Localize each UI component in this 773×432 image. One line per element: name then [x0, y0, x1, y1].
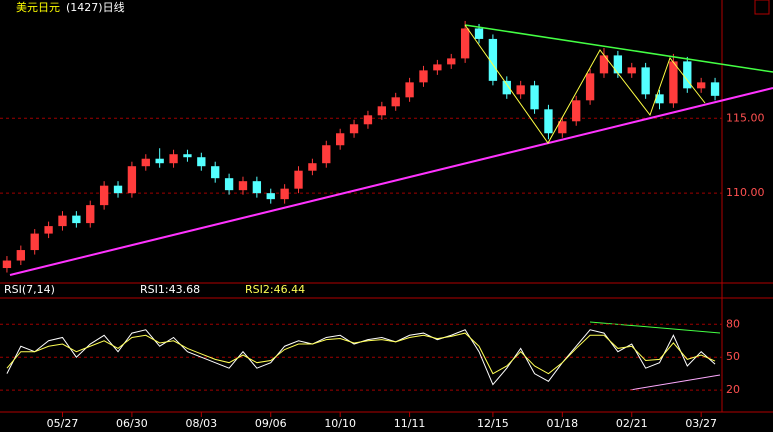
y-tick-label: 115.00 [726, 111, 765, 124]
rsi-line [6, 332, 716, 375]
candle-body [710, 82, 720, 96]
candle-body [683, 61, 692, 89]
trend-line [9, 87, 773, 276]
x-tick-label: 02/21 [616, 417, 648, 430]
candle-body [613, 55, 623, 74]
x-tick-label: 06/30 [116, 417, 148, 430]
indicator-label: RSI2:46.44 [245, 283, 305, 296]
candle-body [655, 94, 664, 104]
candle-body [44, 226, 53, 234]
candle-body [460, 28, 470, 59]
candle-body [516, 85, 525, 95]
candle-body [322, 145, 331, 164]
candle-body [419, 70, 428, 83]
corner-box [754, 0, 770, 15]
candle-body [474, 28, 484, 39]
candle-body [294, 170, 303, 189]
candle-body [86, 205, 95, 224]
candle-body [127, 166, 137, 194]
x-tick-label: 12/15 [477, 417, 509, 430]
trend-line [589, 321, 721, 334]
candle-body [169, 154, 178, 164]
candle-body [280, 188, 289, 200]
candle-body [2, 260, 12, 269]
candle-body [585, 73, 595, 101]
candle-body [697, 82, 706, 89]
candle-body [238, 181, 248, 191]
indicator-label: RSI(7,14) [4, 283, 55, 296]
candle-body [391, 97, 400, 107]
candle-body [224, 178, 234, 191]
candle-body [99, 185, 109, 206]
x-tick-label: 03/27 [685, 417, 717, 430]
candle-body [363, 115, 373, 125]
x-tick-label: 01/18 [546, 417, 578, 430]
candle-body [58, 215, 67, 227]
x-tick-label: 10/10 [324, 417, 356, 430]
candle-body [405, 82, 414, 98]
candle-body [377, 106, 386, 116]
candle-body [627, 67, 636, 74]
candle-body [183, 154, 192, 158]
candle-body [599, 55, 609, 74]
candle-body [669, 61, 678, 104]
chart-title: 美元日元 [16, 1, 60, 14]
candle-body [433, 64, 442, 71]
candle-body [572, 100, 581, 122]
candle-body [502, 80, 511, 95]
y-tick-label: 110.00 [726, 186, 765, 199]
y-tick-label: 80 [726, 317, 740, 330]
candle-body [447, 58, 456, 65]
indicator-label: RSI1:43.68 [140, 283, 200, 296]
x-tick-label: 09/06 [255, 417, 287, 430]
candle-body [488, 38, 498, 81]
candle-body [336, 133, 345, 146]
trend-line [464, 24, 773, 73]
y-tick-label: 20 [726, 383, 740, 396]
candle-body [141, 158, 150, 167]
x-tick-label: 08/03 [185, 417, 217, 430]
candle-body [558, 121, 567, 134]
candle-body [197, 157, 206, 167]
zigzag-line [464, 24, 706, 144]
y-tick-label: 50 [726, 350, 740, 363]
candle-body [641, 67, 650, 95]
candle-body [155, 158, 164, 164]
candle-body [30, 233, 39, 251]
candle-body [16, 250, 25, 261]
trend-line [629, 374, 721, 391]
candle-body [266, 193, 275, 200]
candle-body [530, 85, 539, 110]
candle-body [72, 215, 81, 224]
candle-body [211, 166, 220, 179]
candle-body [113, 185, 123, 194]
x-tick-label: 11/11 [394, 417, 426, 430]
x-tick-label: 05/27 [47, 417, 79, 430]
chart-subtitle: (1427)日线 [66, 0, 125, 14]
candle-body [544, 109, 553, 134]
candle-body [252, 181, 262, 194]
candle-body [349, 124, 359, 134]
candle-body [308, 163, 317, 171]
